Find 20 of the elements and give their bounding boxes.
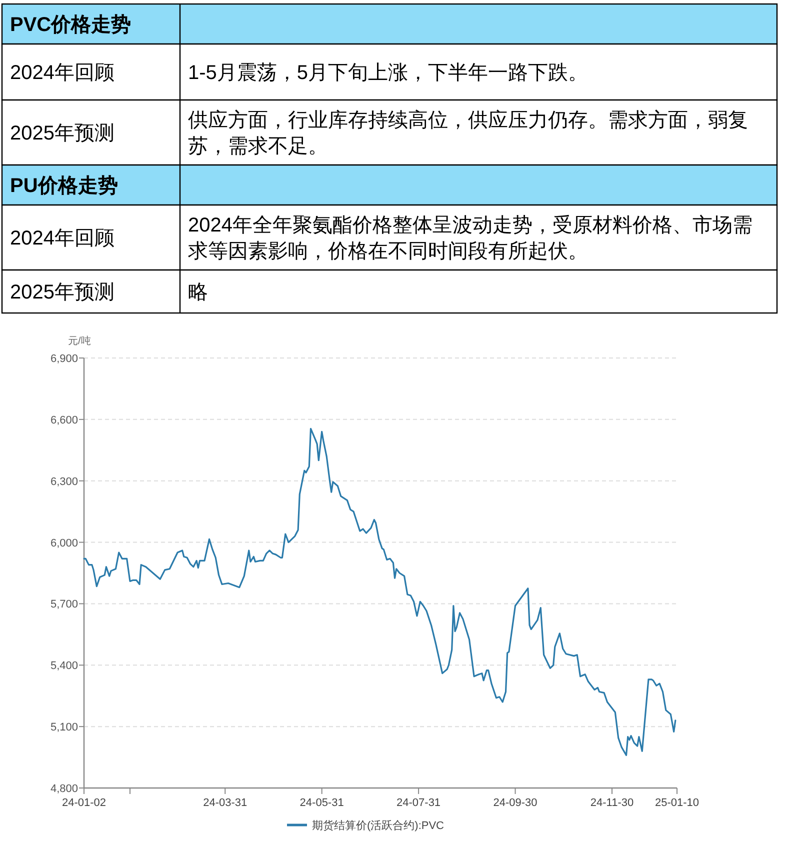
notes-table: PVC价格走势 2024年回顾 1-5月震荡，5月下旬上涨，下半年一路下跌。 2025年预测 供应方面，行业库存持续高位，供应压力仍存。需求方面，弱复苏，需求不足。 PU价格走势 2024年回顾 2024年全年聚氨酯价格整体呈波动走势，受原材料价格、市场需求等因素影响，价格在不同时间段有所起伏。 2025年预测 略 [1,3,778,314]
y-tick-label: 5,700 [50,598,78,611]
legend-label: 期货结算价(活跃合约):PVC [312,819,444,832]
y-tick-label: 6,000 [50,537,78,550]
line-series [83,428,676,756]
legend: 期货结算价(活跃合约):PVC [287,820,444,832]
y-tick-label: 6,600 [50,414,78,426]
x-tick-label: 24-03-31 [203,797,248,809]
x-tick-label: 25-01-10 [654,797,700,809]
y-tick-label: 4,800 [50,783,78,795]
y-tick-label: 6,900 [50,353,78,365]
x-tick-label: 24-01-02 [62,797,106,809]
y-tick-label: 6,300 [50,476,78,488]
y-axis-title: 元/吨 [68,335,91,347]
y-tick-label: 5,100 [50,722,78,734]
x-tick-label: 24-09-30 [493,797,538,809]
x-tick-label: 24-07-31 [396,797,441,809]
y-tick-label: 5,400 [50,660,78,672]
x-tick-label: 24-05-31 [300,797,344,809]
x-tick-label: 24-11-30 [590,797,634,809]
